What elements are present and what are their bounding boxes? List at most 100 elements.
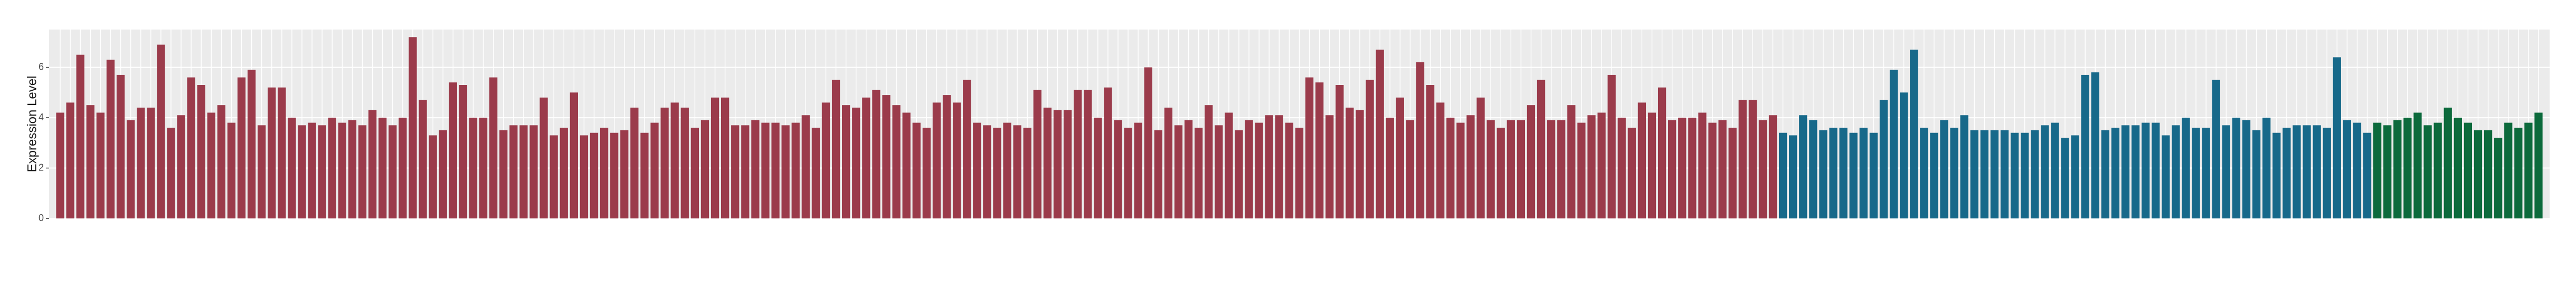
bar xyxy=(1134,122,1142,218)
bar xyxy=(439,130,447,218)
bar xyxy=(2222,125,2230,218)
bar xyxy=(1728,128,1737,218)
bar xyxy=(2021,132,2029,218)
bar xyxy=(1043,107,1052,218)
bar xyxy=(96,112,105,218)
bar xyxy=(157,44,165,218)
bar xyxy=(1386,118,1394,218)
bar xyxy=(700,120,709,218)
bar xyxy=(116,74,125,219)
bar xyxy=(1497,128,1505,218)
bar xyxy=(258,125,266,218)
bar xyxy=(308,122,316,218)
bar xyxy=(801,115,810,218)
bar xyxy=(1567,105,1576,218)
bar xyxy=(993,128,1001,218)
bar xyxy=(1799,115,1807,218)
bar xyxy=(952,102,961,218)
bar xyxy=(247,70,256,218)
bar xyxy=(227,122,236,218)
bar xyxy=(1346,107,1354,218)
bar xyxy=(983,125,991,218)
bar xyxy=(2142,122,2150,218)
bar xyxy=(2313,125,2321,218)
bar xyxy=(1486,120,1495,218)
bar xyxy=(1758,120,1767,218)
bar xyxy=(1688,118,1697,218)
bar xyxy=(1748,100,1757,218)
bar xyxy=(2373,122,2382,218)
bar xyxy=(197,85,205,218)
bar xyxy=(499,130,508,218)
bar xyxy=(1265,115,1273,218)
bar xyxy=(1637,102,1646,218)
bar xyxy=(66,102,74,218)
bar xyxy=(167,128,175,218)
bar xyxy=(2403,118,2412,218)
bar xyxy=(479,118,488,218)
bar xyxy=(842,105,850,218)
bar xyxy=(2504,122,2513,218)
bar xyxy=(2524,122,2533,218)
bar xyxy=(761,122,770,218)
bar xyxy=(711,97,719,218)
bar xyxy=(1205,105,1213,218)
bar xyxy=(2252,130,2261,218)
bar xyxy=(1013,125,1021,218)
bar xyxy=(1154,130,1162,218)
bar xyxy=(278,87,286,218)
bar xyxy=(1768,115,1777,218)
bar xyxy=(922,128,931,218)
bar xyxy=(1527,105,1536,218)
bar xyxy=(2353,122,2362,218)
bar xyxy=(2494,138,2503,218)
bar xyxy=(2041,125,2049,218)
bar xyxy=(1557,120,1566,218)
bar xyxy=(811,128,820,218)
bar xyxy=(1315,82,1324,219)
bar xyxy=(2162,135,2170,218)
bar xyxy=(1114,120,1122,218)
bar xyxy=(902,112,911,218)
bar xyxy=(2000,130,2009,218)
bar xyxy=(1275,115,1283,218)
bar xyxy=(731,125,740,218)
bar xyxy=(469,118,478,218)
bar xyxy=(509,125,518,218)
bar xyxy=(2081,74,2089,219)
bar xyxy=(1356,110,1364,218)
bar xyxy=(1809,120,1817,218)
bar xyxy=(1426,85,1435,218)
bar xyxy=(1658,87,1666,218)
bar xyxy=(2192,128,2200,218)
bar xyxy=(459,85,468,218)
bar xyxy=(1245,120,1253,218)
bar xyxy=(368,110,377,218)
bar xyxy=(1819,130,1827,218)
bar xyxy=(690,128,699,218)
bar xyxy=(1990,130,1999,218)
y-tick-label: 6 xyxy=(39,61,44,72)
bar xyxy=(338,122,347,218)
bar xyxy=(1446,118,1455,218)
bar xyxy=(1597,112,1606,218)
bar xyxy=(640,132,649,218)
bar xyxy=(610,132,619,218)
bar xyxy=(389,125,397,218)
bar xyxy=(1184,120,1193,218)
bar xyxy=(1547,120,1556,218)
bar xyxy=(741,125,750,218)
bar xyxy=(1960,115,1968,218)
bar xyxy=(1124,128,1132,218)
bar xyxy=(2293,125,2301,218)
bar xyxy=(268,87,276,218)
bar xyxy=(2031,130,2039,218)
bar xyxy=(1617,118,1626,218)
bar xyxy=(1436,102,1445,218)
bar xyxy=(912,122,921,218)
bar xyxy=(2283,128,2291,218)
bar xyxy=(1869,132,1878,218)
bar xyxy=(1285,122,1294,218)
bar xyxy=(570,92,578,218)
bar xyxy=(1930,132,1938,218)
